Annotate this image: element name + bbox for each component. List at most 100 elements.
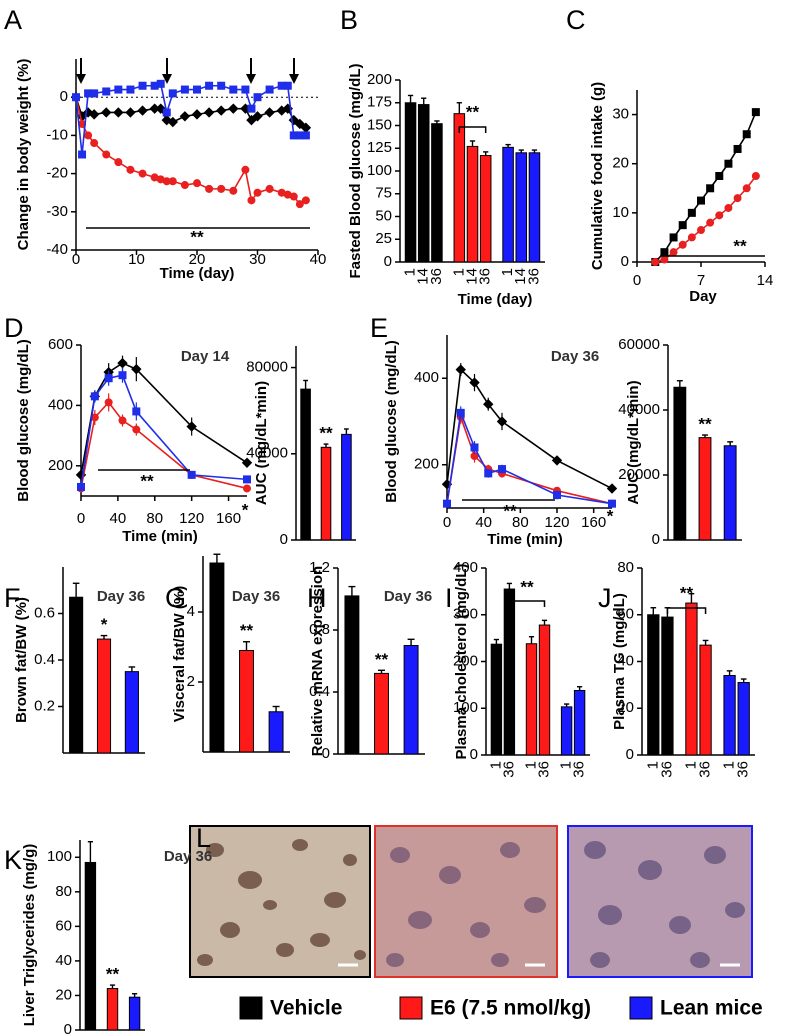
bar [515,152,528,263]
marker [187,470,196,479]
y-axis-label: Brown fat/BW (%) [13,597,30,723]
marker [114,85,123,94]
marker [669,233,678,242]
panel-letter: A [4,5,22,35]
y-axis-label: Liver Triglycerides (mg/g) [21,844,38,1027]
panel-letter: H [307,583,327,613]
bar [84,861,97,1031]
x-tick-label: 36 [658,761,675,778]
bar [96,638,112,754]
marker [77,482,85,491]
chart-title: Day 14 [181,348,230,365]
bar [106,988,119,1031]
marker [253,93,262,102]
x-axis-label: Day [689,288,717,305]
x-tick-label: 14 [757,272,774,289]
significance-bracket [458,126,487,133]
marker [132,425,141,434]
marker [78,150,87,159]
bar [647,614,660,756]
bar [699,644,712,756]
y-axis-label: Blood glucose (mg/dL) [383,340,400,503]
y-tick-label: 50 [375,207,392,224]
x-tick-label: 160 [581,514,606,531]
x-tick-label: 160 [216,510,241,527]
marker [706,218,715,227]
marker [131,363,142,375]
histology-images: L [189,823,753,978]
panel-letter: E [370,313,388,343]
x-tick-label: 1 [522,761,539,769]
marker [456,408,465,417]
marker [243,484,251,493]
y-tick-label: 0 [60,88,68,105]
marker [265,85,274,94]
y-tick-label: 40 [617,652,634,669]
y-tick-label: 400 [453,559,478,576]
bar [466,145,479,263]
marker [294,118,306,130]
marker [455,364,466,375]
marker [84,131,93,140]
marker [660,248,669,257]
x-tick-label: 14 [463,268,480,285]
y-tick-label: 300 [453,606,478,623]
y-tick-label: 200 [414,456,439,473]
legend-swatch [629,996,653,1020]
chart-title: Day 36 [164,848,212,865]
bar [431,123,443,263]
bar [268,711,284,753]
significance-bracket [508,600,546,607]
marker [247,104,256,113]
x-axis-label: Time (day) [458,291,533,308]
y-tick-label: 30 [612,106,629,123]
series-line [446,416,613,505]
marker [180,181,189,190]
y-tick-label: 2 [187,673,195,690]
marker [137,105,148,116]
x-tick-label: 80 [146,510,163,527]
marker [217,81,226,90]
y-tick-label: 100 [47,848,72,865]
marker [289,192,298,201]
marker [246,114,257,126]
marker [191,109,203,120]
marker [496,416,508,427]
marker [253,188,262,197]
marker [113,107,124,118]
significance-label: * [101,615,108,634]
x-tick-label: 40 [110,510,127,527]
y-tick-label: 200 [48,457,73,474]
x-axis-label: Time (min) [487,531,563,548]
chart-title: Day 36 [384,588,432,605]
y-tick-label: 1.2 [309,559,330,576]
marker [678,221,687,230]
marker [229,186,238,195]
marker [156,79,165,88]
x-tick-label: 36 [428,268,445,285]
y-tick-label: 0 [652,531,660,548]
significance-label: ** [190,227,204,246]
marker [104,398,113,407]
bar [560,706,573,756]
y-tick-label: 0 [621,253,629,270]
x-tick-label: 20 [189,251,206,268]
x-tick-label: 120 [544,514,569,531]
y-tick-label: -30 [46,203,68,220]
y-tick-label: 175 [367,94,392,111]
marker [265,184,274,193]
x-tick-label: 36 [535,761,552,778]
marker [651,258,660,266]
y-tick-label: 200 [453,652,478,669]
y-tick-label: 0 [384,253,392,270]
bar [404,102,417,263]
y-tick-label: 40000 [246,445,288,462]
marker [697,196,705,205]
y-tick-label: 0.8 [309,621,330,638]
marker [295,200,304,209]
x-tick-label: 1 [558,761,575,769]
y-axis-label: Fasted Blood glucose (mg/dL) [347,63,364,278]
panel-letter: J [598,583,612,613]
x-tick-label: 1 [450,268,467,276]
dose-arrow-head [162,74,172,84]
